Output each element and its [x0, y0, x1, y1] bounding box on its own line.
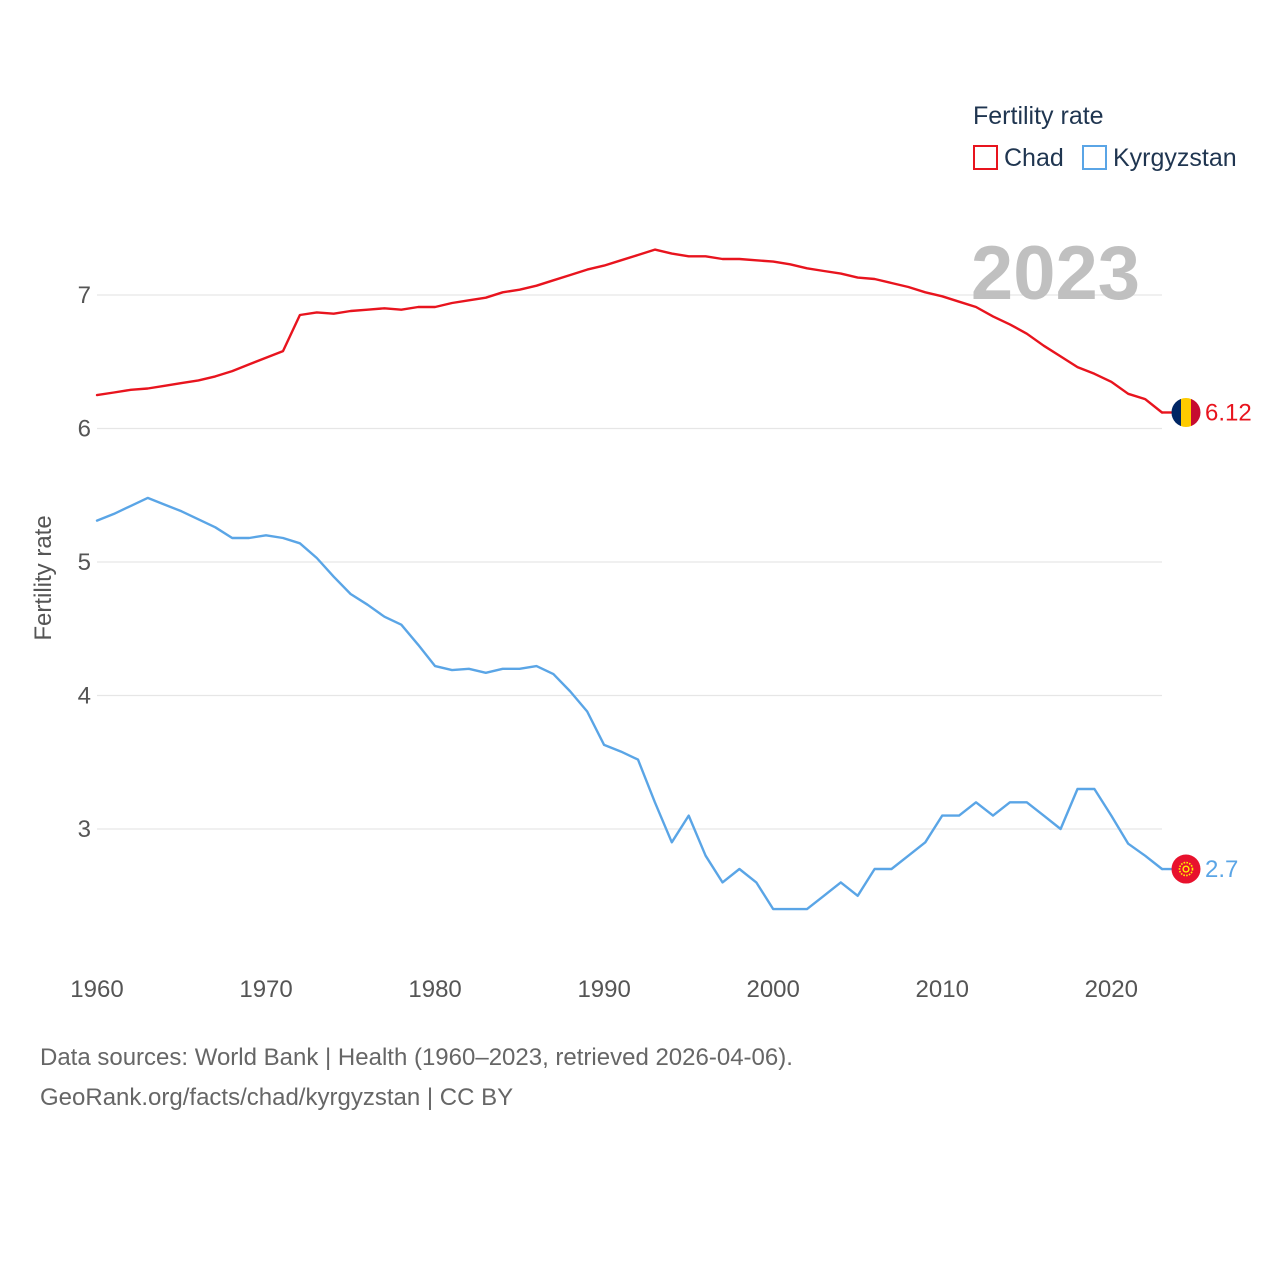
x-tick-label-2020: 2020 — [1085, 976, 1138, 1003]
x-tick-label-1960: 1960 — [70, 976, 123, 1003]
legend-label-chad: Chad — [1004, 144, 1064, 172]
y-tick-label-4: 4 — [78, 683, 91, 710]
y-axis-ticks: 3 4 5 6 7 — [78, 282, 91, 843]
series-line-chad — [95, 248, 1164, 414]
legend: Fertility rate Chad Kyrgyzstan — [973, 102, 1237, 172]
x-tick-label-1980: 1980 — [408, 976, 461, 1003]
x-tick-label-2010: 2010 — [916, 976, 969, 1003]
legend-swatch-chad — [973, 145, 998, 170]
end-markers: 6.12 2.7 — [1162, 397, 1252, 884]
kyrgyzstan-flag-icon — [1171, 854, 1201, 884]
legend-item-chad[interactable]: Chad — [973, 144, 1064, 172]
y-tick-label-5: 5 — [78, 549, 91, 576]
y-tick-label-3: 3 — [78, 816, 91, 843]
y-axis-title: Fertility rate — [30, 515, 57, 640]
x-tick-label-2000: 2000 — [746, 976, 799, 1003]
grid-lines — [97, 294, 1162, 830]
y-tick-label-7: 7 — [78, 282, 91, 309]
x-tick-label-1990: 1990 — [577, 976, 630, 1003]
series-lines — [95, 248, 1164, 911]
legend-item-kyrgyzstan[interactable]: Kyrgyzstan — [1082, 144, 1237, 172]
source-line-1: Data sources: World Bank | Health (1960–… — [40, 1044, 793, 1071]
year-watermark: 2023 — [971, 231, 1140, 316]
legend-label-kyrgyzstan: Kyrgyzstan — [1113, 144, 1237, 172]
y-tick-label-6: 6 — [78, 416, 91, 443]
x-tick-label-1970: 1970 — [239, 976, 292, 1003]
series-line-kyrgyzstan — [95, 496, 1164, 911]
x-axis-ticks: 1960 1970 1980 1990 2000 2010 2020 — [70, 976, 1138, 1003]
legend-swatch-kyrgyzstan — [1082, 145, 1107, 170]
legend-title: Fertility rate — [973, 102, 1104, 130]
end-value-label-kyrgyzstan: 2.7 — [1205, 856, 1238, 883]
source-line-2: GeoRank.org/facts/chad/kyrgyzstan | CC B… — [40, 1084, 514, 1111]
end-value-label-chad: 6.12 — [1205, 399, 1252, 426]
chad-flag-icon — [1171, 397, 1201, 427]
